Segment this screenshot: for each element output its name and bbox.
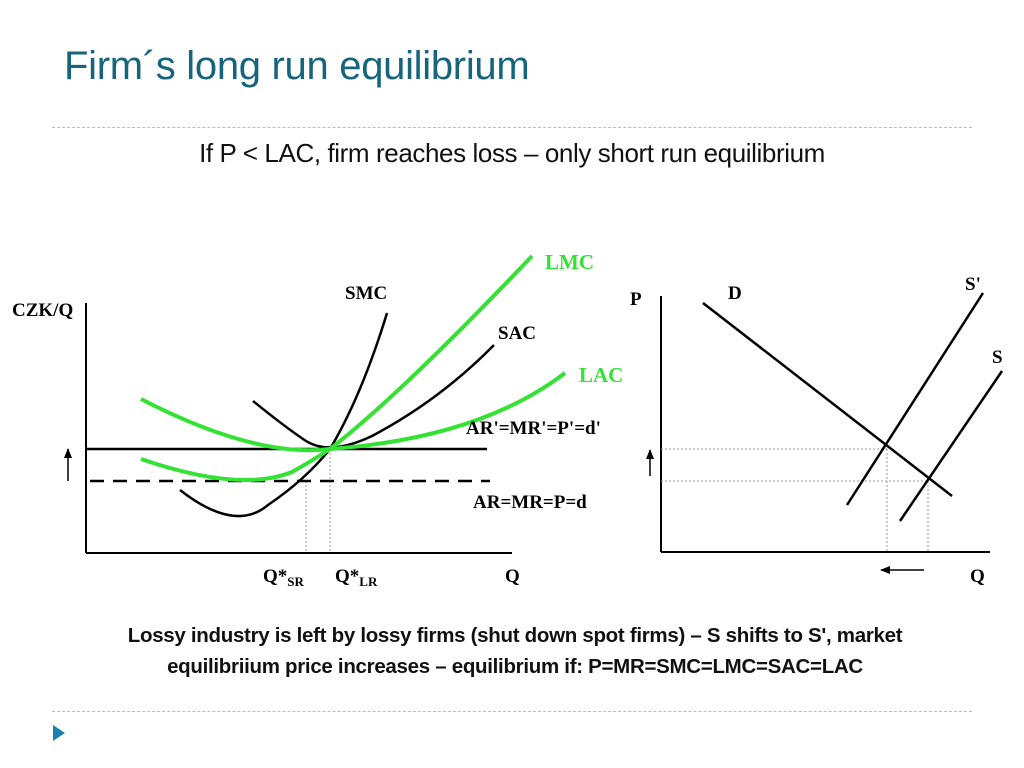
firm-graph: CZK/Q Q SMC SAC LMC LAC AR'=MR'=P'=d' AR… bbox=[12, 250, 623, 589]
firm-x-axis-label: Q bbox=[505, 566, 520, 587]
supply-new-curve bbox=[845, 292, 985, 506]
lac-label: LAC bbox=[579, 363, 623, 387]
sac-label: SAC bbox=[498, 323, 536, 344]
supply-old-label: S bbox=[992, 347, 1003, 368]
top-divider bbox=[52, 127, 972, 128]
q-sr-label: Q*SR bbox=[263, 566, 305, 589]
sac-curve bbox=[252, 344, 495, 449]
market-graph: P Q D S' S bbox=[630, 274, 1004, 587]
demand-curve bbox=[702, 302, 953, 497]
demand-label: D bbox=[728, 283, 742, 304]
lac-curve bbox=[140, 371, 567, 453]
bottom-divider bbox=[52, 711, 972, 712]
slide-subtitle: If P < LAC, firm reaches loss – only sho… bbox=[199, 138, 825, 168]
price-line-new-label: AR'=MR'=P'=d' bbox=[466, 418, 601, 439]
smc-curve bbox=[179, 312, 389, 518]
price-line-old-label: AR=MR=P=d bbox=[473, 492, 587, 513]
supply-old-curve bbox=[898, 370, 1004, 522]
firm-y-axis-label: CZK/Q bbox=[12, 300, 73, 321]
smc-label: SMC bbox=[345, 283, 387, 304]
market-y-axis-label: P bbox=[630, 289, 642, 310]
caption-line-2: equilibriium price increases – equilibri… bbox=[167, 655, 863, 678]
caption-line-1: Lossy industry is left by lossy firms (s… bbox=[127, 624, 903, 647]
supply-new-label: S' bbox=[965, 274, 981, 295]
lmc-curve bbox=[140, 254, 534, 483]
slide-caption: Lossy industry is left by lossy firms (s… bbox=[40, 620, 990, 682]
triangle-right-icon bbox=[53, 725, 65, 741]
market-x-axis-label: Q bbox=[970, 566, 985, 587]
slide-title: Firm´s long run equilibrium bbox=[64, 44, 530, 88]
q-lr-label: Q*LR bbox=[335, 566, 378, 589]
lmc-label: LMC bbox=[545, 250, 594, 274]
